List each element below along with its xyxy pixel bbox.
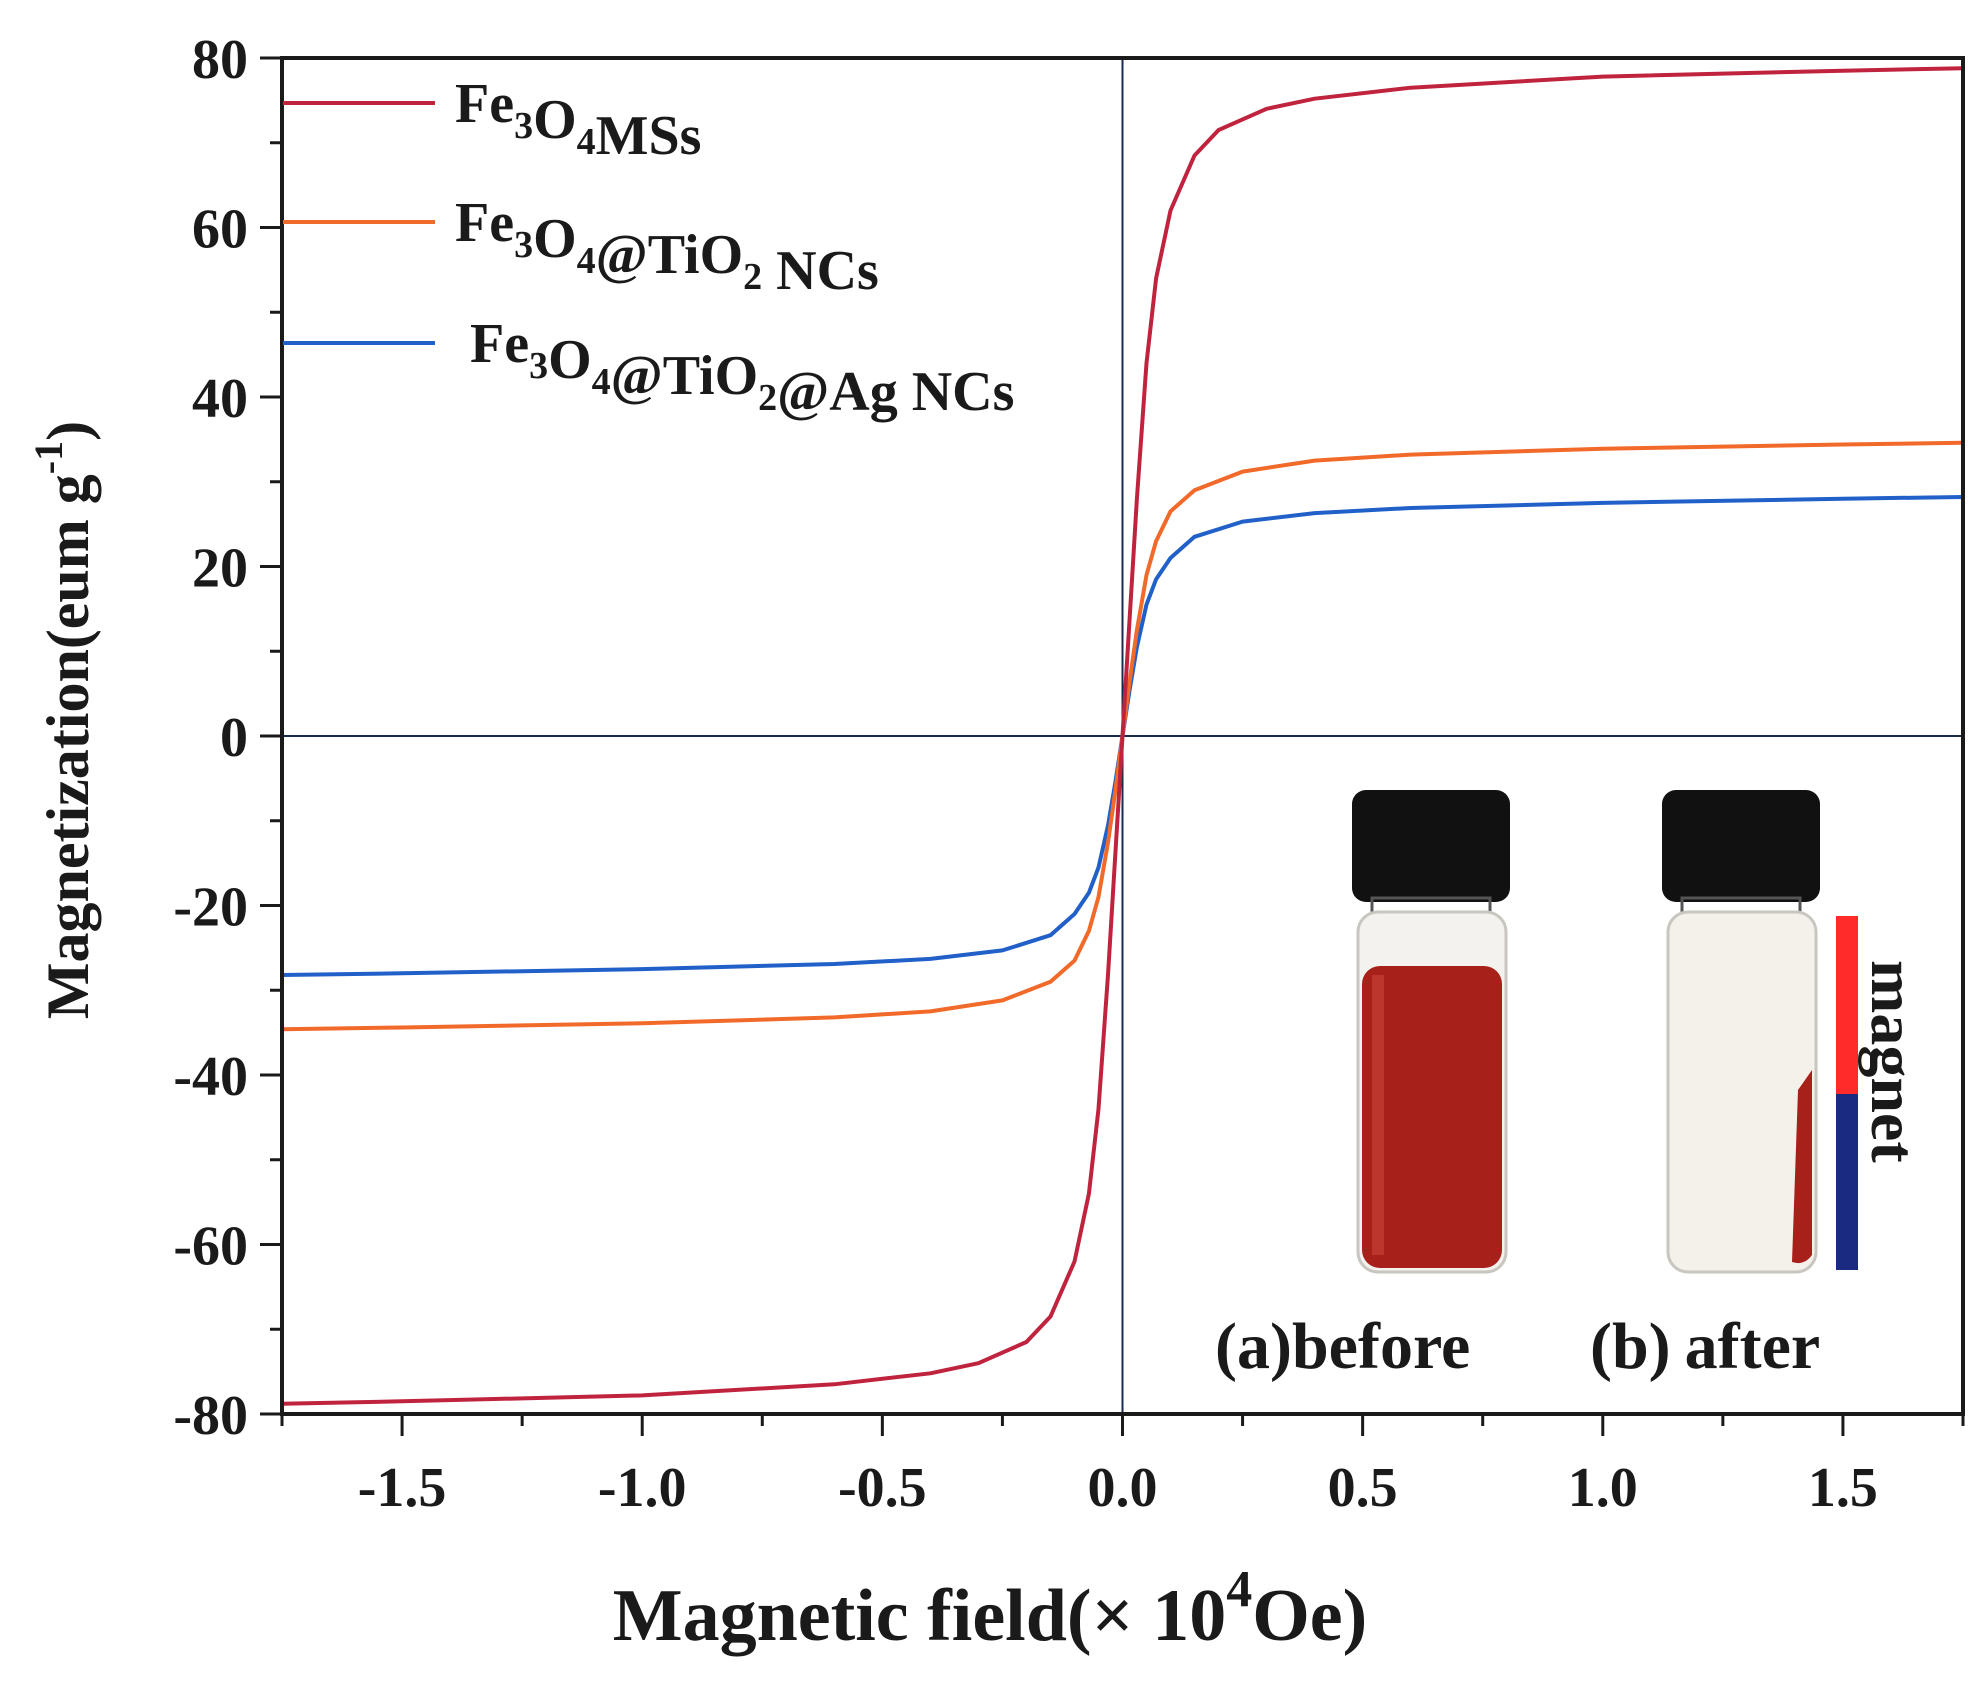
y-tick-label: 20	[192, 538, 248, 600]
magnet-south	[1836, 1094, 1858, 1270]
ticks: -1.5 -1.0 -0.5 0.0 0.5 1.0 1.5 80 60 40 20 0 -20 -40 -…	[173, 29, 1965, 1519]
y-axis-title-exponent: -1	[26, 441, 71, 474]
inset-label-b: (b) after	[1590, 1310, 1820, 1383]
legend-label-part: Fe	[470, 313, 529, 375]
x-axis-title-main: Magnetic field(× 10	[613, 1575, 1226, 1657]
x-tick-label: -0.5	[838, 1457, 927, 1519]
x-tick-label: 1.0	[1568, 1457, 1638, 1519]
legend-label-part: MSs	[596, 105, 702, 167]
inset-label-b-text: after	[1685, 1310, 1821, 1383]
y-tick-label: -20	[173, 877, 248, 939]
legend-label-part: 4	[577, 121, 596, 163]
inset-photo: magnet (a)before (b) after	[1215, 760, 1929, 1383]
inset-label-a: (a)before	[1215, 1310, 1470, 1383]
legend-label-part: @TiO	[596, 224, 744, 286]
legend-label-part: 2	[758, 377, 777, 419]
legend-label-part: Fe	[455, 73, 514, 135]
legend-label-part: O	[548, 329, 592, 391]
legend-label-part: 3	[514, 105, 533, 147]
legend-label-part: O	[533, 89, 577, 151]
y-axis-title-main: Magnetization(eum g	[35, 474, 101, 1019]
legend-label-part: 4	[577, 240, 596, 282]
legend-label-part: Fe	[455, 192, 514, 254]
vial-after-glass	[1666, 910, 1818, 1274]
vial-before	[1352, 790, 1510, 1274]
x-tick-label: 0.0	[1088, 1457, 1158, 1519]
legend-label-part: NCs	[762, 240, 879, 302]
legend-label-part: @Ag NCs	[777, 361, 1014, 423]
y-tick-label: -60	[173, 1216, 248, 1278]
y-tick-label: 0	[220, 707, 248, 769]
series-line-0	[281, 66, 1964, 1406]
vial-before-highlight	[1372, 975, 1384, 1255]
vial-before-liquid	[1362, 966, 1502, 1268]
vial-after	[1662, 790, 1820, 1274]
x-tick-label: -1.0	[598, 1457, 687, 1519]
x-axis-title-unit: Oe)	[1252, 1575, 1367, 1657]
legend-label-2: Fe3O4@TiO2@Ag NCs	[470, 313, 1014, 423]
x-axis-title: Magnetic field(× 104Oe)	[613, 1561, 1368, 1657]
vial-after-sediment	[1792, 1070, 1812, 1264]
inset-label-b-letter: (b)	[1590, 1310, 1671, 1383]
legend-label-part: 2	[743, 256, 762, 298]
y-tick-label: 80	[192, 29, 248, 91]
y-axis-title: Magnetization(eum g-1)	[26, 421, 101, 1019]
legend-label-part: @TiO	[611, 345, 759, 407]
vial-before-cap	[1352, 790, 1510, 902]
legend-label-part: 3	[514, 224, 533, 266]
y-tick-label: -80	[173, 1385, 248, 1447]
inset-label-a-text: before	[1292, 1310, 1470, 1383]
magnet-north	[1836, 916, 1858, 1094]
legend-label-0: Fe3O4MSs	[455, 73, 701, 167]
magnet-label: magnet	[1858, 960, 1929, 1163]
series-layer	[281, 66, 1964, 1406]
vial-after-cap	[1662, 790, 1820, 902]
x-tick-label: 0.5	[1328, 1457, 1398, 1519]
legend-label-part: 4	[592, 361, 611, 403]
legend-label-part: 3	[529, 345, 548, 387]
y-tick-label: 40	[192, 368, 248, 430]
x-tick-label: -1.5	[358, 1457, 447, 1519]
y-tick-label: -40	[173, 1046, 248, 1108]
x-axis-title-exponent: 4	[1226, 1561, 1252, 1618]
y-tick-label: 60	[192, 199, 248, 261]
inset-label-a-letter: (a)	[1215, 1310, 1292, 1383]
legend-label-part: O	[533, 208, 577, 270]
x-tick-label: 1.5	[1808, 1457, 1878, 1519]
y-axis-title-close: )	[35, 421, 101, 441]
legend-label-1: Fe3O4@TiO2 NCs	[455, 192, 879, 302]
